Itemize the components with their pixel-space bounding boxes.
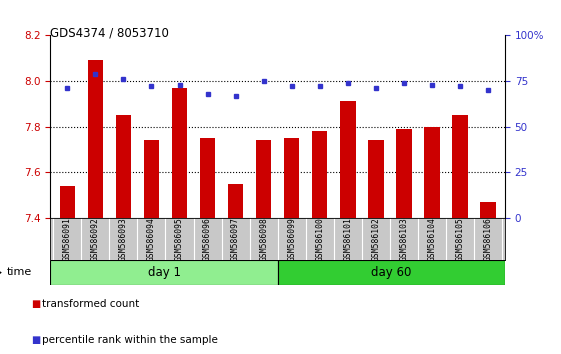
Text: GSM586101: GSM586101 bbox=[343, 217, 352, 261]
Text: ■: ■ bbox=[31, 335, 40, 345]
Bar bbox=[172, 88, 187, 218]
Text: GSM586106: GSM586106 bbox=[484, 217, 493, 261]
Text: GSM586096: GSM586096 bbox=[203, 217, 212, 261]
Text: day 1: day 1 bbox=[148, 266, 181, 279]
Bar bbox=[452, 115, 468, 218]
Bar bbox=[200, 138, 215, 218]
Bar bbox=[116, 115, 131, 218]
Bar bbox=[312, 131, 328, 218]
Text: GSM586091: GSM586091 bbox=[63, 217, 72, 261]
Bar bbox=[396, 129, 412, 218]
Text: GSM586099: GSM586099 bbox=[287, 217, 296, 261]
Text: GSM586097: GSM586097 bbox=[231, 217, 240, 261]
Text: ■: ■ bbox=[31, 299, 40, 309]
Bar bbox=[284, 138, 300, 218]
Text: GDS4374 / 8053710: GDS4374 / 8053710 bbox=[50, 27, 169, 40]
Text: GSM586103: GSM586103 bbox=[399, 217, 408, 261]
Bar bbox=[50, 260, 278, 285]
Text: GSM586093: GSM586093 bbox=[119, 217, 128, 261]
Text: day 60: day 60 bbox=[371, 266, 411, 279]
Bar bbox=[59, 186, 75, 218]
Text: GSM586098: GSM586098 bbox=[259, 217, 268, 261]
Text: GSM586104: GSM586104 bbox=[427, 217, 436, 261]
Text: percentile rank within the sample: percentile rank within the sample bbox=[42, 335, 218, 345]
Bar bbox=[88, 61, 103, 218]
Bar bbox=[256, 140, 272, 218]
Bar bbox=[424, 127, 440, 218]
Bar bbox=[340, 102, 356, 218]
Bar bbox=[368, 140, 384, 218]
Text: GSM586105: GSM586105 bbox=[456, 217, 465, 261]
Text: time: time bbox=[7, 267, 32, 277]
Text: GSM586095: GSM586095 bbox=[175, 217, 184, 261]
Bar bbox=[228, 183, 243, 218]
Text: transformed count: transformed count bbox=[42, 299, 139, 309]
Text: GSM586092: GSM586092 bbox=[91, 217, 100, 261]
Text: GSM586100: GSM586100 bbox=[315, 217, 324, 261]
Text: GSM586094: GSM586094 bbox=[147, 217, 156, 261]
Bar bbox=[278, 260, 505, 285]
Bar bbox=[480, 202, 496, 218]
Text: GSM586102: GSM586102 bbox=[371, 217, 380, 261]
Bar bbox=[144, 140, 159, 218]
